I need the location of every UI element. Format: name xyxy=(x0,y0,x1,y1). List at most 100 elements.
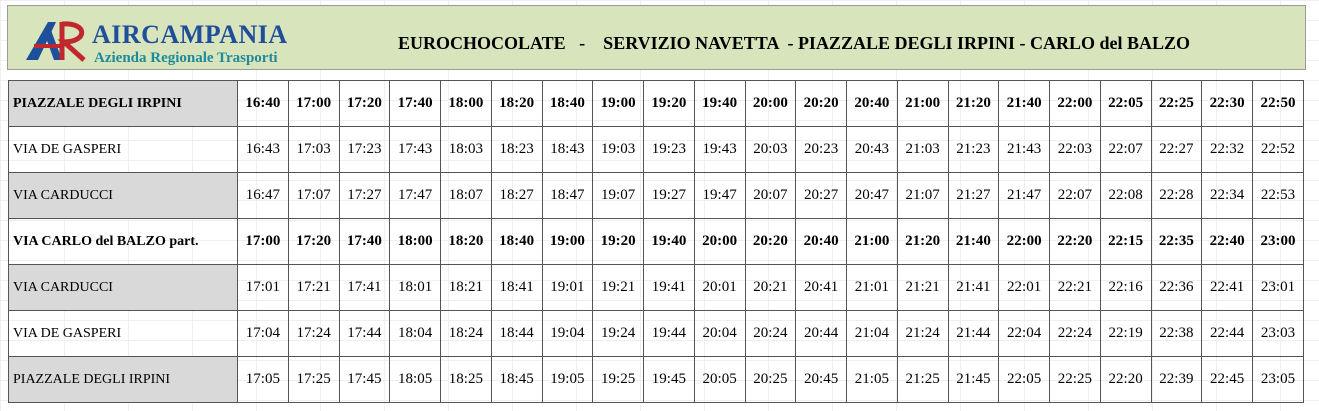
departure-time: 22:15 xyxy=(1099,218,1152,265)
departure-time: 22:50 xyxy=(1252,80,1304,127)
departure-time: 17:05 xyxy=(237,356,289,403)
departure-time: 18:43 xyxy=(541,126,594,173)
departure-time: 22:39 xyxy=(1150,356,1203,403)
departure-time: 20:07 xyxy=(744,172,797,219)
header-band: AIRCAMPANIA Azienda Regionale Trasporti … xyxy=(7,5,1306,70)
departure-time: 22:36 xyxy=(1150,264,1203,311)
departure-time: 17:47 xyxy=(389,172,441,219)
departure-time: 21:27 xyxy=(947,172,1000,219)
logo-subtitle: Azienda Regionale Trasporti xyxy=(94,50,278,66)
departure-time: 17:21 xyxy=(287,264,340,311)
timetable-row: PIAZZALE DEGLI IRPINI 17:05 17:25 17:45 18:0… xyxy=(8,356,1304,403)
departure-time: 21:21 xyxy=(896,264,949,311)
departure-time: 17:43 xyxy=(389,126,441,173)
departure-time: 19:41 xyxy=(643,264,695,311)
departure-time: 20:21 xyxy=(744,264,797,311)
departure-time: 22:05 xyxy=(998,356,1050,403)
departure-time: 19:24 xyxy=(592,310,644,357)
departure-time: 20:47 xyxy=(846,172,898,219)
departure-time: 18:03 xyxy=(440,126,492,173)
timetable-row: VIA DE GASPERI 16:43 17:03 17:23 17:43 18:03 1… xyxy=(8,126,1304,173)
departure-time: 18:45 xyxy=(490,356,543,403)
departure-time: 22:53 xyxy=(1252,172,1304,219)
departure-time: 21:20 xyxy=(947,80,1000,127)
departure-time: 17:20 xyxy=(338,80,391,127)
departure-time: 22:30 xyxy=(1201,80,1253,127)
departure-time: 22:07 xyxy=(1049,172,1101,219)
departure-time: 19:21 xyxy=(592,264,644,311)
departure-time: 18:00 xyxy=(389,218,441,265)
departure-time: 21:25 xyxy=(896,356,949,403)
departure-time: 17:23 xyxy=(338,126,391,173)
timetable-row: VIA CARDUCCI 16:47 17:07 17:27 17:47 18:07 18:… xyxy=(8,172,1304,219)
departure-time: 20:27 xyxy=(795,172,847,219)
departure-time: 21:04 xyxy=(846,310,898,357)
departure-time: 18:40 xyxy=(490,218,543,265)
departure-time: 20:43 xyxy=(846,126,898,173)
departure-time: 22:35 xyxy=(1150,218,1203,265)
departure-time: 19:01 xyxy=(541,264,594,311)
departure-time: 18:20 xyxy=(490,80,543,127)
departure-time: 22:38 xyxy=(1150,310,1203,357)
departure-time: 20:00 xyxy=(744,80,797,127)
departure-time: 22:05 xyxy=(1099,80,1152,127)
departure-time: 20:41 xyxy=(795,264,847,311)
departure-time: 22:04 xyxy=(998,310,1050,357)
departure-time: 17:20 xyxy=(287,218,340,265)
departure-time: 16:47 xyxy=(237,172,289,219)
timetable-row: PIAZZALE DEGLI IRPINI 16:40 17:00 17:20 17:4… xyxy=(8,80,1304,127)
departure-time: 17:27 xyxy=(338,172,391,219)
departure-time: 23:01 xyxy=(1252,264,1304,311)
departure-time: 20:40 xyxy=(795,218,847,265)
departure-time: 20:44 xyxy=(795,310,847,357)
departure-time: 22:19 xyxy=(1099,310,1152,357)
departure-time: 17:45 xyxy=(338,356,391,403)
stop-name: VIA CARLO del BALZO part. xyxy=(8,218,238,265)
departure-time: 22:03 xyxy=(1049,126,1101,173)
logo-name: AIRCAMPANIA xyxy=(92,20,288,49)
departure-time: 22:27 xyxy=(1150,126,1203,173)
timetable-row: VIA CARLO del BALZO part. 17:00 17:20 17:40… xyxy=(8,218,1304,265)
departure-time: 22:45 xyxy=(1201,356,1253,403)
departure-time: 21:20 xyxy=(896,218,949,265)
departure-time: 22:34 xyxy=(1201,172,1253,219)
departure-time: 23:03 xyxy=(1252,310,1304,357)
departure-time: 20:03 xyxy=(744,126,797,173)
departure-time: 19:47 xyxy=(693,172,746,219)
departure-time: 17:24 xyxy=(287,310,340,357)
departure-time: 17:01 xyxy=(237,264,289,311)
departure-time: 20:25 xyxy=(744,356,797,403)
departure-time: 18:21 xyxy=(440,264,492,311)
departure-time: 18:00 xyxy=(440,80,492,127)
departure-time: 19:27 xyxy=(643,172,695,219)
stop-name: PIAZZALE DEGLI IRPINI xyxy=(8,356,238,403)
departure-time: 21:00 xyxy=(896,80,949,127)
departure-time: 22:00 xyxy=(998,218,1050,265)
stop-name: PIAZZALE DEGLI IRPINI xyxy=(8,80,238,127)
departure-time: 20:00 xyxy=(693,218,746,265)
departure-time: 21:24 xyxy=(896,310,949,357)
departure-time: 21:05 xyxy=(846,356,898,403)
departure-time: 19:00 xyxy=(541,218,594,265)
stop-name: VIA CARDUCCI xyxy=(8,264,238,311)
departure-time: 23:00 xyxy=(1252,218,1304,265)
departure-time: 18:40 xyxy=(541,80,594,127)
departure-time: 22:28 xyxy=(1150,172,1203,219)
departure-time: 20:04 xyxy=(693,310,746,357)
departure-time: 19:20 xyxy=(592,218,644,265)
departure-time: 22:40 xyxy=(1201,218,1253,265)
departure-time: 18:23 xyxy=(490,126,543,173)
departure-time: 18:05 xyxy=(389,356,441,403)
stop-name: VIA CARDUCCI xyxy=(8,172,238,219)
departure-time: 21:40 xyxy=(998,80,1050,127)
departure-time: 18:24 xyxy=(440,310,492,357)
departure-time: 19:20 xyxy=(643,80,695,127)
departure-time: 22:21 xyxy=(1049,264,1101,311)
departure-time: 17:07 xyxy=(287,172,340,219)
departure-time: 18:25 xyxy=(440,356,492,403)
departure-time: 17:04 xyxy=(237,310,289,357)
departure-time: 21:41 xyxy=(947,264,1000,311)
departure-time: 22:20 xyxy=(1099,356,1152,403)
title: EUROCHOCOLATE - SERVIZIO NAVETTA - PIAZZ… xyxy=(398,33,1190,53)
